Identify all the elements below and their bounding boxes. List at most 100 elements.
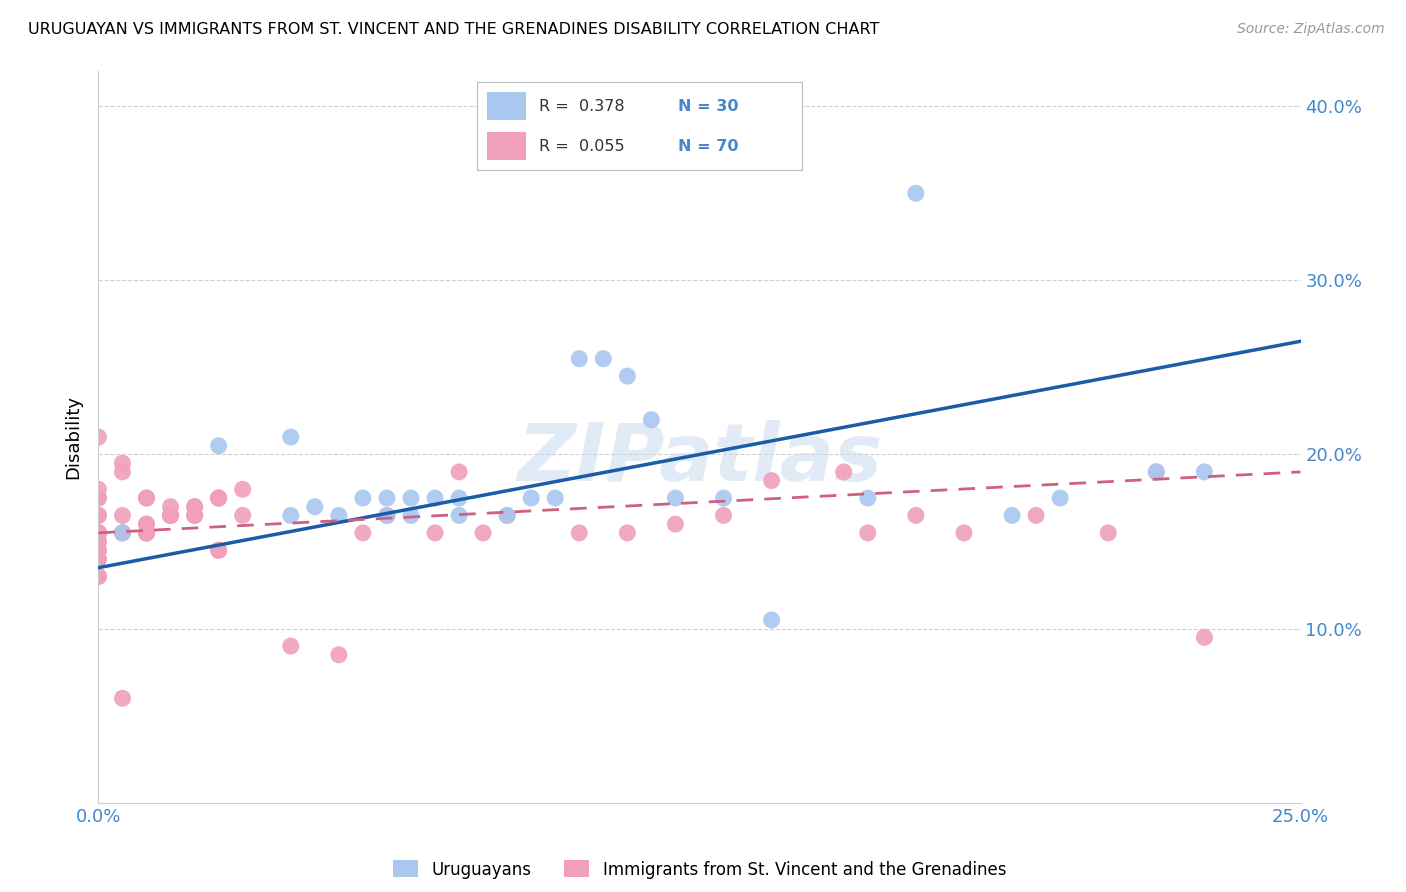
Text: ZIPatlas: ZIPatlas bbox=[517, 420, 882, 498]
Point bbox=[713, 508, 735, 523]
Point bbox=[496, 508, 519, 523]
Point bbox=[375, 508, 398, 523]
Point bbox=[1194, 631, 1216, 645]
Point bbox=[1049, 491, 1071, 505]
Point bbox=[183, 500, 205, 514]
Point bbox=[183, 500, 205, 514]
Text: Source: ZipAtlas.com: Source: ZipAtlas.com bbox=[1237, 22, 1385, 37]
Point bbox=[87, 525, 110, 540]
Point bbox=[1144, 465, 1167, 479]
Point bbox=[304, 500, 326, 514]
Point bbox=[87, 508, 110, 523]
Point bbox=[664, 491, 686, 505]
Point bbox=[135, 517, 157, 532]
Point bbox=[328, 508, 350, 523]
Point bbox=[87, 430, 110, 444]
Point bbox=[87, 534, 110, 549]
Point bbox=[87, 525, 110, 540]
Point bbox=[87, 552, 110, 566]
Point bbox=[953, 525, 976, 540]
Point bbox=[135, 517, 157, 532]
Point bbox=[87, 525, 110, 540]
Point bbox=[87, 534, 110, 549]
Point bbox=[135, 525, 157, 540]
Point bbox=[399, 491, 422, 505]
Point bbox=[375, 491, 398, 505]
Point bbox=[856, 525, 879, 540]
Point bbox=[280, 430, 302, 444]
Point bbox=[616, 525, 638, 540]
Point bbox=[232, 508, 254, 523]
Point bbox=[208, 491, 231, 505]
Point bbox=[208, 491, 231, 505]
Point bbox=[447, 508, 470, 523]
Point bbox=[135, 525, 157, 540]
Point bbox=[111, 456, 134, 470]
Point bbox=[592, 351, 614, 366]
Point bbox=[135, 491, 157, 505]
Point bbox=[87, 525, 110, 540]
Point bbox=[208, 491, 231, 505]
Point bbox=[87, 569, 110, 583]
Point bbox=[159, 500, 181, 514]
Point bbox=[352, 525, 374, 540]
Point bbox=[664, 517, 686, 532]
Point bbox=[568, 525, 591, 540]
Point bbox=[111, 465, 134, 479]
Point bbox=[135, 491, 157, 505]
Point bbox=[423, 525, 446, 540]
Point bbox=[87, 491, 110, 505]
Point bbox=[399, 508, 422, 523]
Point bbox=[328, 648, 350, 662]
Point bbox=[159, 508, 181, 523]
Point bbox=[87, 543, 110, 558]
Point bbox=[87, 491, 110, 505]
Point bbox=[447, 491, 470, 505]
Point bbox=[616, 369, 638, 384]
Point bbox=[447, 465, 470, 479]
Point bbox=[208, 439, 231, 453]
Text: URUGUAYAN VS IMMIGRANTS FROM ST. VINCENT AND THE GRENADINES DISABILITY CORRELATI: URUGUAYAN VS IMMIGRANTS FROM ST. VINCENT… bbox=[28, 22, 880, 37]
Point bbox=[640, 412, 662, 426]
Point bbox=[496, 508, 519, 523]
Point bbox=[135, 525, 157, 540]
Point bbox=[280, 508, 302, 523]
Point bbox=[544, 491, 567, 505]
Point bbox=[208, 543, 231, 558]
Point bbox=[159, 508, 181, 523]
Point bbox=[423, 491, 446, 505]
Point bbox=[1194, 465, 1216, 479]
Point bbox=[280, 639, 302, 653]
Point bbox=[111, 508, 134, 523]
Point bbox=[832, 465, 855, 479]
Point bbox=[904, 186, 927, 201]
Point bbox=[904, 508, 927, 523]
Point bbox=[87, 552, 110, 566]
Point bbox=[352, 491, 374, 505]
Point bbox=[183, 508, 205, 523]
Point bbox=[761, 474, 783, 488]
Point bbox=[375, 508, 398, 523]
Point bbox=[520, 491, 543, 505]
Point bbox=[87, 569, 110, 583]
Point bbox=[568, 351, 591, 366]
Legend: Uruguayans, Immigrants from St. Vincent and the Grenadines: Uruguayans, Immigrants from St. Vincent … bbox=[392, 861, 1007, 879]
Point bbox=[761, 613, 783, 627]
Point bbox=[856, 491, 879, 505]
Point bbox=[472, 525, 495, 540]
Point bbox=[87, 525, 110, 540]
Point bbox=[111, 525, 134, 540]
Point bbox=[111, 691, 134, 706]
Point bbox=[232, 483, 254, 497]
Point bbox=[208, 543, 231, 558]
Point bbox=[1097, 525, 1119, 540]
Point bbox=[183, 508, 205, 523]
Point bbox=[111, 525, 134, 540]
Point bbox=[1144, 465, 1167, 479]
Point bbox=[135, 525, 157, 540]
Point bbox=[713, 491, 735, 505]
Point bbox=[1025, 508, 1047, 523]
Point bbox=[159, 508, 181, 523]
Point bbox=[87, 525, 110, 540]
Point bbox=[87, 483, 110, 497]
